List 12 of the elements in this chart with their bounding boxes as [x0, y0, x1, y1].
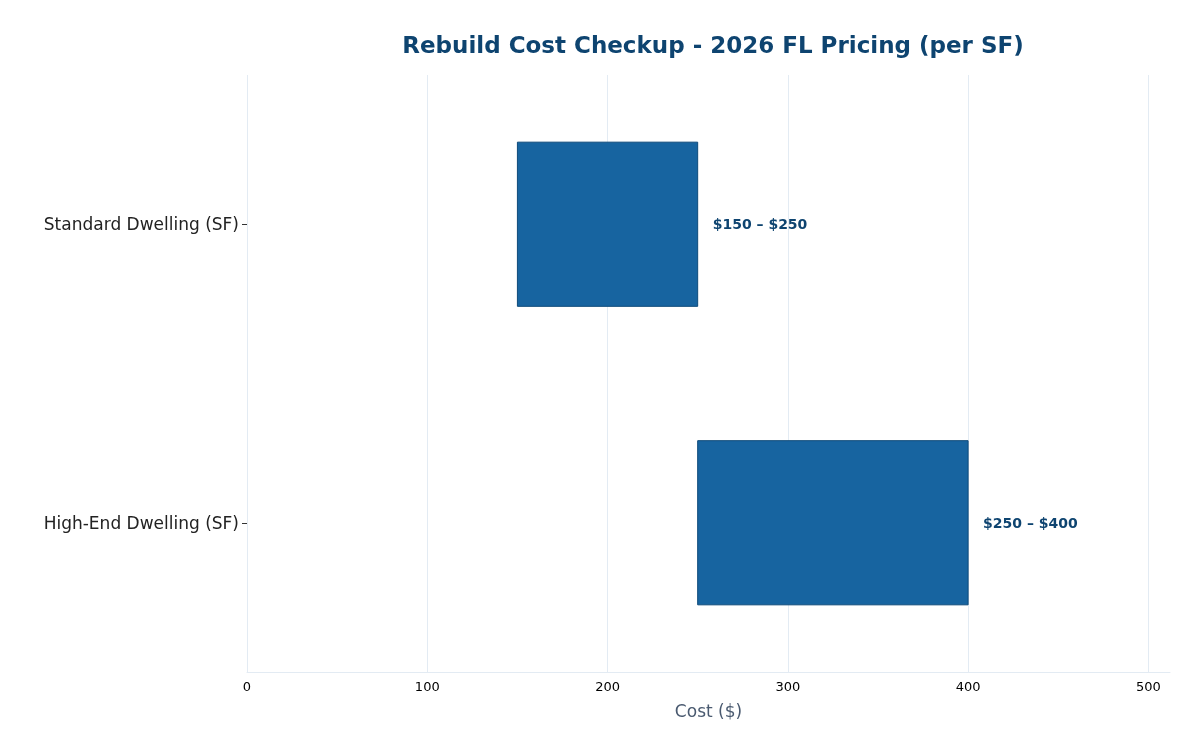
x-tick-label: 500	[1135, 679, 1161, 694]
y-tick-label: Standard Dwelling (SF)	[43, 214, 239, 235]
x-tick-label: 0	[242, 679, 252, 694]
x-tick-label: 100	[414, 679, 440, 694]
annotation: $150 – $250	[712, 216, 808, 233]
annotation: $250 – $400	[983, 514, 1079, 531]
y-tick-label: High-End Dwelling (SF)	[43, 512, 239, 533]
x-tick-label: 200	[595, 679, 620, 694]
chart-title: Rebuild Cost Checkup - 2026 FL Pricing (per SF)	[402, 31, 1024, 58]
x-tick-label: 300	[775, 679, 801, 694]
x-axis-title: Cost ($)	[674, 700, 743, 721]
x-tick-label: 400	[955, 679, 981, 694]
